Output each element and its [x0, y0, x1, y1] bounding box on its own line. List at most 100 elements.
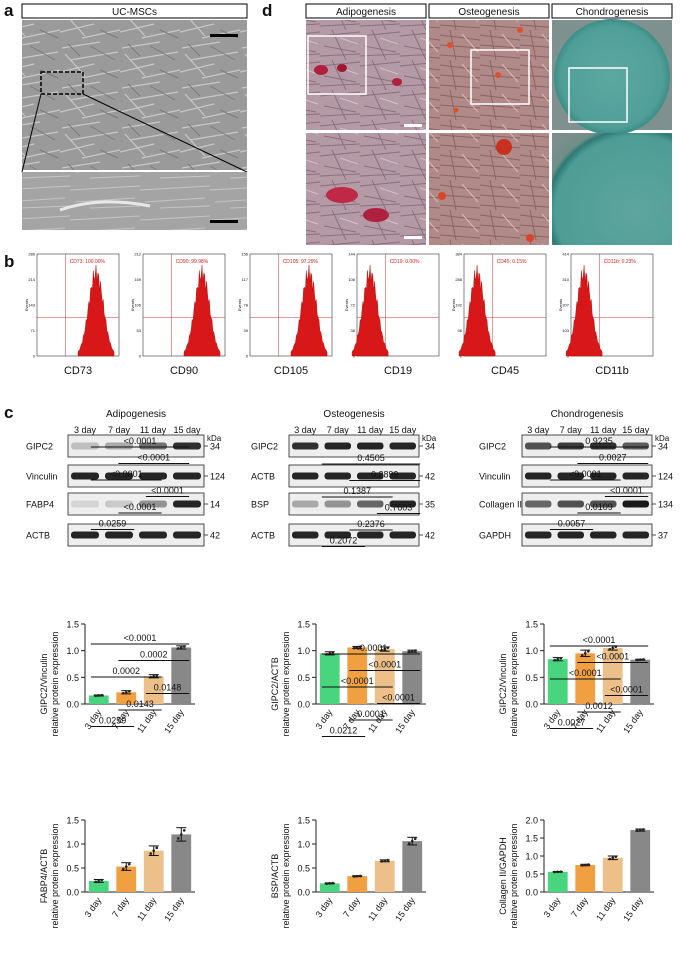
data-point: [100, 878, 104, 882]
y-axis-label: GIPC2/Vinculin: [39, 654, 49, 715]
data-point: [559, 656, 563, 660]
kda-label: kDa: [422, 434, 437, 443]
kda-label: kDa: [207, 434, 222, 443]
p-value: <0.0001: [110, 469, 143, 479]
data-point: [121, 691, 125, 695]
x-tick-label: 11 day: [366, 895, 390, 923]
kda-value: 42: [425, 472, 435, 482]
data-point: [149, 852, 153, 855]
kda-value: 124: [210, 472, 225, 482]
p-value: 0.0057: [558, 519, 586, 529]
data-point: [407, 650, 411, 654]
data-point: [176, 647, 180, 650]
gate-percentage: CD105: 97.29%: [283, 259, 319, 265]
y-tick-label: 159: [134, 277, 141, 282]
bar: [171, 647, 192, 704]
y-axis-label: relative protein expression: [281, 631, 291, 736]
data-point: [182, 829, 186, 832]
band: [622, 531, 649, 539]
histogram-cd45: 096192288384EventsCD45: 0.15%CD45: [451, 252, 547, 377]
gate-percentage: CD45: 0.15%: [497, 259, 527, 265]
y-tick-label: 1.0: [66, 646, 79, 656]
gate-percentage: CD73: 100.00%: [70, 259, 106, 265]
data-point: [580, 653, 584, 657]
bar: [402, 841, 423, 892]
blot-row-actb: ACTB 42: [26, 523, 220, 547]
y-axis-label: Collagen II/GAPDH: [498, 837, 508, 915]
x-tick-label: 11 day: [135, 707, 159, 735]
flow-cytometry: 0 71 143 214 286 Events CD73: 100.00% CD73 0 53 10…: [24, 252, 654, 377]
data-point: [355, 874, 359, 878]
p-value: 0.7603: [385, 503, 413, 513]
band: [71, 472, 99, 480]
bar: [575, 865, 596, 892]
data-point: [358, 645, 362, 649]
x-tick-label: 7 day: [569, 895, 590, 919]
y-tick-label: 53: [137, 328, 142, 333]
y-tick-label: 0: [139, 354, 142, 359]
y-tick-label: 207: [562, 303, 569, 308]
mineral-nodule-zoom: [526, 234, 534, 242]
x-tick-label: 15 day: [393, 895, 417, 923]
data-point: [611, 646, 615, 650]
y-tick-label: 0.0: [66, 700, 79, 710]
bar: [602, 857, 623, 892]
lane-label: 11 day: [140, 425, 167, 435]
blot-title: Adipogenesis: [106, 409, 166, 420]
p-value: <0.0001: [569, 668, 602, 678]
band: [173, 531, 201, 539]
band: [324, 442, 351, 450]
data-point: [380, 860, 384, 863]
y-tick-label: 192: [455, 303, 462, 308]
micrograph-osteo-zoom: [429, 133, 549, 245]
data-point: [155, 674, 159, 677]
zoom-region-osteo: [470, 49, 530, 105]
bar: [116, 692, 137, 704]
scale-bar-zoom: [210, 220, 238, 223]
y-tick-label: 144: [348, 252, 355, 257]
x-tick-label: 11 day: [594, 707, 618, 735]
lane-label: 3 day: [74, 425, 97, 435]
panel-label-d: c: [4, 403, 13, 422]
y-tick-label: 1.5: [66, 620, 79, 630]
band: [357, 500, 384, 508]
y-tick-label: 0.0: [525, 888, 538, 898]
data-point: [97, 694, 101, 697]
micrograph-ucmsc: [22, 20, 247, 170]
x-tick-label: 11 day: [135, 895, 159, 923]
band: [622, 472, 649, 480]
protein-label: BSP: [251, 500, 269, 510]
band: [105, 442, 133, 450]
micrograph-ucmsc-zoom: [22, 172, 247, 230]
zoom-region-adipo: [307, 35, 367, 95]
data-point: [638, 828, 642, 832]
kda-value: 35: [425, 500, 435, 510]
marker-label: CD90: [170, 365, 198, 377]
y-tick-label: 156: [241, 252, 248, 257]
kda-value: 42: [425, 531, 435, 541]
x-tick-label: 7 day: [341, 895, 362, 919]
title-osteogenesis: Osteogenesis: [458, 7, 519, 18]
marker-label: CD45: [491, 365, 519, 377]
x-tick-label: 15 day: [162, 895, 186, 923]
lane-label: 3 day: [294, 425, 317, 435]
band: [557, 531, 584, 539]
p-value: 0.0259: [99, 519, 127, 529]
y-tick-label: 384: [455, 252, 462, 257]
lane-label: 7 day: [560, 425, 583, 435]
bar: [143, 850, 164, 892]
y-tick-label: 214: [28, 277, 35, 282]
blot-row-gipc2: GIPC2 34: [479, 434, 668, 458]
protein-label: Collagen II: [479, 500, 522, 510]
scale-bar: [210, 34, 238, 37]
y-tick-label: 96: [458, 328, 463, 333]
kda-label: kDa: [655, 434, 670, 443]
protein-label: GIPC2: [479, 442, 506, 452]
protein-label: ACTB: [26, 531, 50, 541]
band: [557, 500, 584, 508]
y-tick-label: 414: [562, 252, 569, 257]
bar: [630, 659, 651, 704]
data-point: [383, 859, 387, 863]
kda-value: 134: [658, 500, 673, 510]
title-box-osteogenesis: [428, 3, 550, 19]
